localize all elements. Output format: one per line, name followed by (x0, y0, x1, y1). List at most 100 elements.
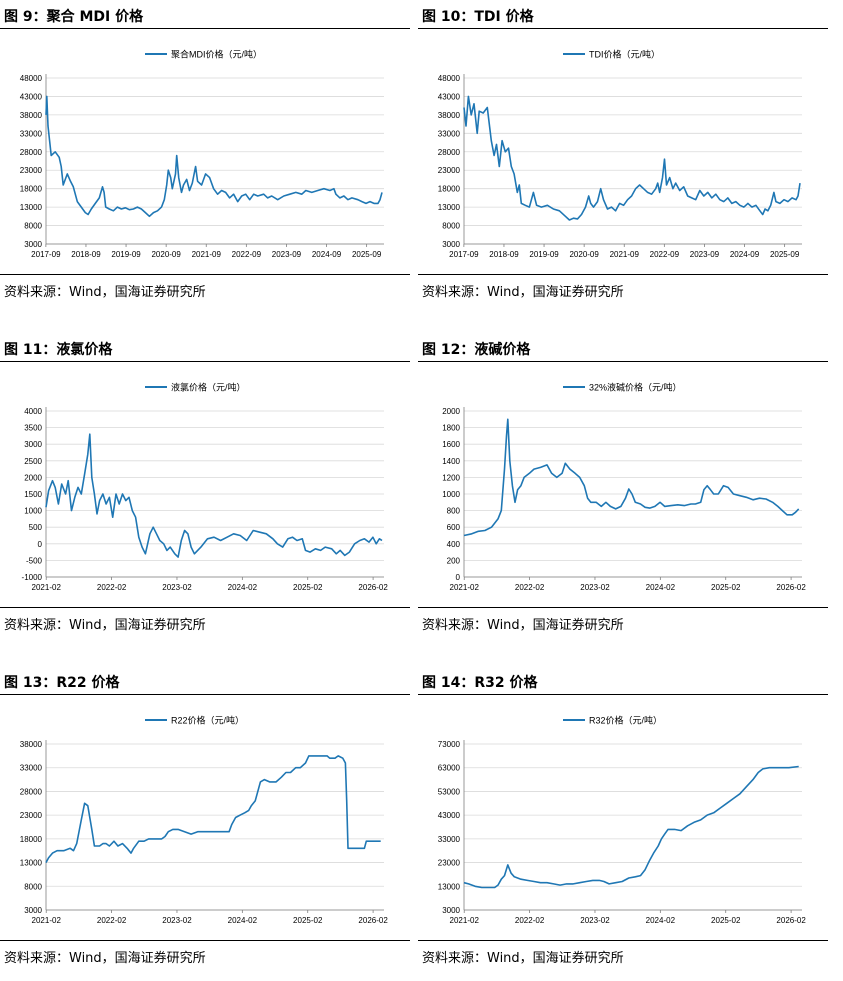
x-tick-label: 2020-09 (569, 250, 599, 259)
source-rule (0, 940, 410, 941)
x-tick-label: 2022-09 (650, 250, 680, 259)
y-tick-label: 18000 (20, 185, 43, 194)
x-tick-label: 2023-02 (580, 583, 610, 592)
y-tick-label: 8000 (442, 222, 460, 231)
x-tick-label: 2026-02 (358, 583, 388, 592)
x-tick-label: 2025-02 (711, 583, 741, 592)
source-note: 资料来源：Wind，国海证券研究所 (4, 618, 206, 633)
legend-label: 聚合MDI价格（元/吨） (171, 49, 262, 60)
caustic-soda-price-chart: 0 200 400 600 800 1000 1200 1400 1600 1800 2000 202… (442, 382, 806, 593)
x-tick-label: 2022-09 (232, 250, 262, 259)
y-tick-label: 8000 (24, 222, 42, 231)
x-tick-label: 2022-02 (97, 583, 127, 592)
title-rule (0, 361, 410, 362)
y-tick-label: 1200 (442, 473, 460, 482)
y-tick-label: 23000 (20, 166, 43, 175)
y-tick-label: 3000 (24, 906, 42, 915)
y-tick-label: 38000 (20, 740, 43, 749)
liquid-chlorine-price-chart: -1000 -500 0 500 1000 1500 2000 2500 3000 3500 400… (22, 382, 389, 593)
y-tick-label: 13000 (438, 203, 461, 212)
y-tick-label: -500 (26, 556, 43, 565)
figure-panel-r32: 图 14：R32 价格 3000 13000 23000 33000 43000 5300… (418, 666, 828, 966)
y-tick-label: 0 (456, 573, 461, 582)
figure-title: 图 12：液碱价格 (422, 342, 531, 358)
source-note: 资料来源：Wind，国海证券研究所 (4, 285, 206, 300)
title-rule (418, 28, 828, 29)
y-tick-label: 2000 (442, 407, 460, 416)
x-tick-label: 2021-02 (450, 916, 480, 925)
x-tick-label: 2020-09 (151, 250, 181, 259)
y-tick-label: 8000 (24, 882, 42, 891)
title-rule (0, 28, 410, 29)
y-tick-label: 18000 (438, 185, 461, 194)
source-note: 资料来源：Wind，国海证券研究所 (422, 285, 624, 300)
figure-panel-liquid-chlorine: 图 11：液氯价格 -1000 -500 0 500 1000 1500 2000 2500 3… (0, 333, 410, 633)
x-tick-label: 2023-09 (272, 250, 302, 259)
x-tick-label: 2021-09 (610, 250, 640, 259)
x-tick-label: 2026-02 (358, 916, 388, 925)
legend-label: R22价格（元/吨） (171, 715, 244, 726)
y-tick-label: 13000 (20, 203, 43, 212)
x-tick-label: 2017-09 (449, 250, 479, 259)
y-tick-label: 43000 (20, 92, 43, 101)
x-tick-label: 2024-02 (646, 583, 676, 592)
series-line (45, 755, 381, 863)
y-tick-label: 2500 (24, 457, 42, 466)
figure-panel-tdi: 图 10：TDI 价格 3000 8000 13000 18000 23000 28000… (418, 0, 828, 300)
figure-title: 图 11：液氯价格 (4, 342, 113, 358)
y-tick-label: 200 (447, 556, 461, 565)
series-line (463, 418, 800, 537)
x-tick-label: 2021-09 (192, 250, 222, 259)
x-tick-label: 2025-09 (352, 250, 382, 259)
y-tick-label: 23000 (438, 166, 461, 175)
y-tick-label: 28000 (438, 148, 461, 157)
y-tick-label: 3000 (442, 906, 460, 915)
x-tick-label: 2024-02 (646, 916, 676, 925)
y-tick-label: 400 (447, 540, 461, 549)
mdi-price-chart: 3000 8000 13000 18000 23000 28000 33000 38000 43… (20, 49, 384, 259)
source-rule (0, 607, 410, 608)
title-rule (418, 694, 828, 695)
y-tick-label: 63000 (438, 764, 461, 773)
x-tick-label: 2024-09 (730, 250, 760, 259)
y-tick-label: 600 (447, 523, 461, 532)
y-tick-label: 38000 (438, 111, 461, 120)
y-tick-label: 33000 (20, 764, 43, 773)
figure-title: 图 10：TDI 价格 (422, 9, 534, 25)
y-tick-label: 73000 (438, 740, 461, 749)
y-tick-label: 4000 (24, 407, 42, 416)
source-note: 资料来源：Wind，国海证券研究所 (422, 618, 624, 633)
y-tick-label: 33000 (20, 129, 43, 138)
title-rule (418, 361, 828, 362)
x-tick-label: 2021-02 (32, 583, 62, 592)
x-tick-label: 2024-09 (312, 250, 342, 259)
figure-panel-r22: 图 13：R22 价格 3000 8000 13000 18000 23000 28000… (0, 666, 410, 966)
x-tick-label: 2026-02 (776, 583, 806, 592)
x-tick-label: 2024-02 (228, 916, 258, 925)
y-tick-label: 43000 (438, 811, 461, 820)
series-line (463, 95, 801, 221)
x-tick-label: 2025-02 (293, 916, 323, 925)
series-line (45, 433, 383, 558)
y-tick-label: 53000 (438, 787, 461, 796)
y-tick-label: 3000 (24, 240, 42, 249)
x-tick-label: 2025-09 (770, 250, 800, 259)
y-tick-label: 1800 (442, 424, 460, 433)
y-tick-label: 1600 (442, 440, 460, 449)
y-tick-label: 23000 (20, 811, 43, 820)
y-tick-label: 28000 (20, 787, 43, 796)
y-tick-label: 500 (29, 523, 43, 532)
legend-label: R32价格（元/吨） (589, 715, 662, 726)
series-line (45, 95, 383, 218)
x-tick-label: 2022-02 (97, 916, 127, 925)
figure-title: 图 14：R32 价格 (422, 675, 538, 691)
figure-panel-mdi: 图 9：聚合 MDI 价格 3000 8000 13000 18000 23000 280… (0, 0, 410, 300)
x-tick-label: 2024-02 (228, 583, 258, 592)
legend-label: 32%液碱价格（元/吨） (589, 382, 682, 393)
x-tick-label: 2021-02 (450, 583, 480, 592)
x-tick-label: 2018-09 (489, 250, 519, 259)
y-tick-label: 1400 (442, 457, 460, 466)
figure-title: 图 9：聚合 MDI 价格 (4, 9, 144, 25)
title-rule (0, 694, 410, 695)
x-tick-label: 2018-09 (71, 250, 101, 259)
